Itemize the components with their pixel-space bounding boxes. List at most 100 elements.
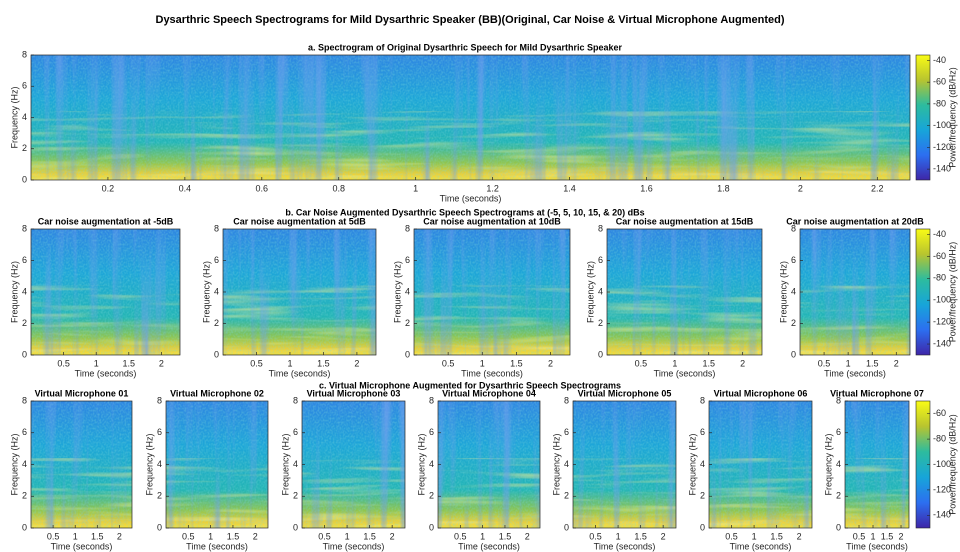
x-tick-label: 1.5 — [634, 531, 647, 541]
spectrogram-image — [223, 229, 376, 355]
x-tick-label: 2 — [117, 531, 122, 541]
y-tick-label: 4 — [22, 459, 27, 469]
spectrogram-image — [31, 401, 132, 528]
y-tick-label: 4 — [836, 459, 841, 469]
x-tick-label: 0.5 — [442, 358, 455, 368]
x-tick-label: 0.5 — [853, 531, 866, 541]
colorbar — [915, 54, 931, 181]
y-tick-label: 8 — [598, 223, 603, 233]
x-tick-label: 1 — [871, 531, 876, 541]
spectrogram-image — [166, 401, 268, 528]
x-tick-label: 0.5 — [635, 358, 648, 368]
x-tick-label: 0.5 — [818, 358, 831, 368]
y-tick-label: 4 — [791, 286, 796, 296]
y-axis-label: Frequency (Hz) — [392, 261, 402, 323]
x-tick-label: 1.5 — [510, 358, 523, 368]
x-tick-label: 1 — [480, 531, 485, 541]
x-tick-label: 2 — [253, 531, 258, 541]
x-axis-label: Time (seconds) — [594, 541, 656, 551]
y-tick-label: 4 — [405, 286, 410, 296]
x-tick-label: 1 — [616, 531, 621, 541]
chart-title: Car noise augmentation at 5dB — [233, 216, 366, 226]
x-tick-label: 1 — [287, 358, 292, 368]
x-tick-label: 1 — [345, 531, 350, 541]
spectrogram-streaks — [414, 229, 570, 355]
colorbar-label: Power/frequency (dB/Hz) — [947, 242, 957, 343]
y-axis-label: Frequency (Hz) — [9, 433, 19, 495]
x-tick-label: 2 — [661, 531, 666, 541]
x-tick-label: 1.5 — [227, 531, 240, 541]
y-tick-label: 6 — [22, 427, 27, 437]
x-tick-label: 0.5 — [454, 531, 467, 541]
spectrogram-streaks — [31, 55, 910, 180]
y-tick-label: 4 — [700, 459, 705, 469]
y-tick-label: 0 — [700, 522, 705, 532]
x-axis-label: Time (seconds) — [186, 541, 248, 551]
x-tick-label: 1.4 — [563, 183, 576, 193]
spectrogram-streaks — [573, 401, 676, 528]
x-tick-label: 1 — [846, 358, 851, 368]
spectrogram-image — [31, 229, 180, 355]
y-tick-label: 0 — [429, 522, 434, 532]
x-axis-label: Time (seconds) — [440, 193, 502, 203]
colorbar-tick-label: -100 — [933, 120, 951, 130]
x-tick-label: 2 — [354, 358, 359, 368]
spectrogram-streaks — [709, 401, 812, 528]
x-tick-label: 1.5 — [123, 358, 136, 368]
x-tick-label: 1 — [73, 531, 78, 541]
y-tick-label: 4 — [293, 459, 298, 469]
y-axis-label: Frequency (Hz) — [201, 261, 211, 323]
spectrogram-streaks — [223, 229, 376, 355]
chart-title: Virtual Microphone 04 — [442, 388, 536, 398]
y-tick-label: 2 — [598, 318, 603, 328]
colorbar-tick-label: -140 — [933, 510, 951, 520]
colorbar-tick-label: -120 — [933, 317, 951, 327]
x-tick-label: 0.5 — [182, 531, 195, 541]
spectrogram-streaks — [607, 229, 762, 355]
x-tick-label: 2 — [740, 358, 745, 368]
x-tick-label: 2 — [899, 531, 904, 541]
colorbar — [915, 228, 931, 356]
y-tick-label: 4 — [564, 459, 569, 469]
x-tick-label: 1.5 — [363, 531, 376, 541]
x-tick-label: 1 — [208, 531, 213, 541]
y-tick-label: 0 — [598, 349, 603, 359]
x-axis-label: Time (seconds) — [75, 368, 137, 378]
section-title: c. Virtual Microphone Augmented for Dysa… — [319, 380, 621, 390]
colorbar-tick-label: -40 — [933, 55, 946, 65]
y-tick-label: 6 — [598, 255, 603, 265]
y-tick-label: 8 — [836, 395, 841, 405]
y-tick-label: 2 — [214, 318, 219, 328]
colorbar-tick-label: -140 — [933, 338, 951, 348]
spectrogram-image — [845, 401, 909, 528]
y-axis-label: Frequency (Hz) — [9, 261, 19, 323]
y-tick-label: 2 — [293, 491, 298, 501]
y-tick-label: 8 — [293, 395, 298, 405]
x-axis-label: Time (seconds) — [458, 541, 520, 551]
colorbar-tick-label: -140 — [933, 164, 951, 174]
chart-title: Car noise augmentation at 20dB — [786, 216, 924, 226]
colorbar-tick-label: -120 — [933, 484, 951, 494]
x-tick-label: 2 — [894, 358, 899, 368]
spectrogram-streaks — [31, 229, 180, 355]
x-tick-label: 0.2 — [102, 183, 115, 193]
y-axis-label: Frequency (Hz) — [585, 261, 595, 323]
x-tick-label: 1.5 — [91, 531, 104, 541]
y-tick-label: 0 — [836, 522, 841, 532]
x-tick-label: 1 — [94, 358, 99, 368]
y-tick-label: 2 — [836, 491, 841, 501]
x-axis-label: Time (seconds) — [461, 368, 523, 378]
y-axis-label: Frequency (Hz) — [280, 433, 290, 495]
spectrogram-streaks — [302, 401, 405, 528]
x-axis-label: Time (seconds) — [824, 368, 886, 378]
y-tick-label: 2 — [157, 491, 162, 501]
y-tick-label: 8 — [791, 223, 796, 233]
x-tick-label: 0.6 — [256, 183, 269, 193]
y-tick-label: 2 — [405, 318, 410, 328]
x-tick-label: 2.2 — [871, 183, 884, 193]
x-axis-label: Time (seconds) — [730, 541, 792, 551]
x-axis-label: Time (seconds) — [846, 541, 908, 551]
y-tick-label: 4 — [598, 286, 603, 296]
chart-title: Car noise augmentation at -5dB — [38, 216, 174, 226]
y-tick-label: 0 — [791, 349, 796, 359]
